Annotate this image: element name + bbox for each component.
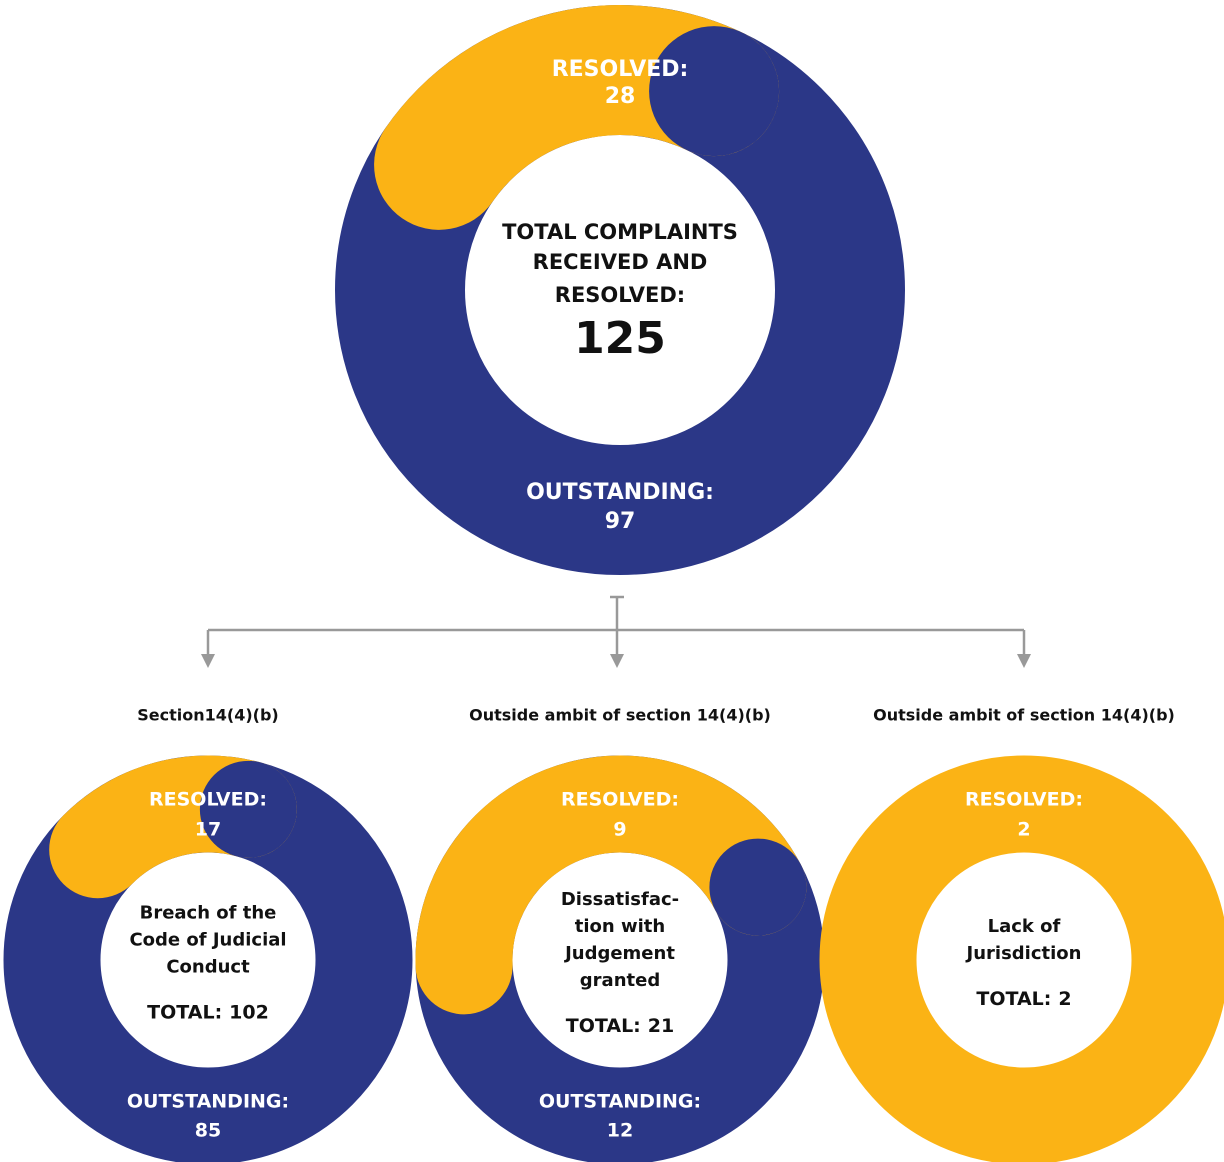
segment-label: RESOLVED:	[965, 789, 1083, 811]
segment-value: 85	[195, 1120, 221, 1142]
center-label: Dissatisfac-	[561, 889, 679, 910]
segment-cap	[199, 760, 297, 858]
segment-label: OUTSTANDING:	[539, 1091, 701, 1113]
connector	[206, 595, 1026, 662]
center-label: Judgement	[563, 943, 675, 964]
donut-segment	[819, 755, 1224, 1162]
center-label: Jurisdiction	[965, 943, 1082, 964]
segment-label: OUTSTANDING:	[526, 480, 714, 505]
center-label: tion with	[575, 916, 665, 937]
total-value: 102	[229, 1001, 269, 1023]
segment-value: 2	[1017, 819, 1030, 841]
segment-value: 28	[605, 84, 636, 109]
center-total: TOTAL: 102	[147, 1001, 269, 1023]
segment-value: 12	[607, 1120, 633, 1142]
branch-label: Outside ambit of section 14(4)(b)	[873, 706, 1175, 725]
center-label: RECEIVED AND	[533, 250, 708, 274]
center-total: TOTAL: 2	[976, 988, 1071, 1010]
total-value: 21	[648, 1015, 674, 1037]
segment-cap	[709, 838, 807, 936]
arrowheads	[201, 654, 1031, 668]
segment-value: 17	[195, 819, 221, 841]
segment-value: 9	[613, 819, 626, 841]
branch-label: Outside ambit of section 14(4)(b)	[469, 706, 771, 725]
total-label: TOTAL:	[976, 988, 1051, 1010]
center-total: 125	[574, 313, 666, 364]
total-label: TOTAL:	[566, 1015, 641, 1037]
segment-label: OUTSTANDING:	[127, 1091, 289, 1113]
center-label: Lack of	[988, 916, 1061, 937]
center-label: granted	[580, 970, 660, 991]
center-label: Code of Judicial	[129, 930, 286, 951]
segment-cap	[649, 26, 780, 157]
segment-value: 97	[605, 509, 636, 534]
branch-label: Section14(4)(b)	[137, 706, 278, 725]
segment-label: RESOLVED:	[561, 789, 679, 811]
donut-segment	[415, 755, 807, 1015]
center-total: TOTAL: 21	[566, 1015, 674, 1037]
total-value: 2	[1058, 988, 1071, 1010]
center-label: Conduct	[166, 957, 250, 978]
center-label: RESOLVED:	[555, 283, 685, 307]
segment-label: RESOLVED:	[552, 57, 689, 82]
segment-label: RESOLVED:	[149, 789, 267, 811]
center-label: Breach of the	[140, 903, 277, 924]
total-label: TOTAL:	[147, 1001, 222, 1023]
center-label: TOTAL COMPLAINTS	[502, 220, 738, 244]
